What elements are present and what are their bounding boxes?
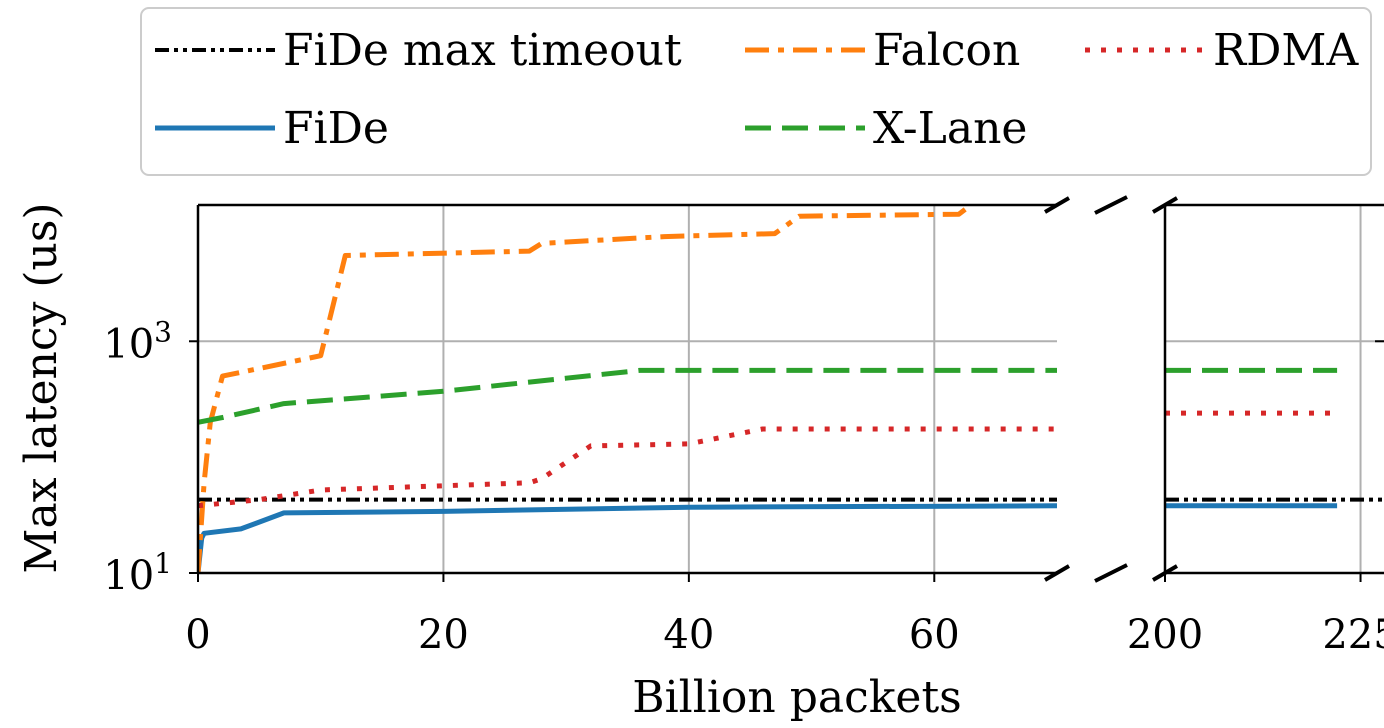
legend-fide-label: FiDe [283, 103, 389, 154]
x-tick-label: 20 [418, 612, 469, 658]
series-falcon-line [198, 205, 973, 573]
axis-break-mark [1043, 196, 1071, 214]
axis-break-mark [1043, 564, 1071, 582]
axis-break-mark [1094, 195, 1128, 215]
x-tick-label: 0 [185, 612, 210, 658]
x-tick-label: 200 [1127, 612, 1203, 658]
legend-fide-max-timeout-label: FiDe max timeout [283, 25, 682, 76]
series-x-lane-line [198, 367, 1057, 425]
y-tick-label: 103 [103, 315, 172, 367]
axis-break-mark [1094, 563, 1128, 583]
y-tick-label: 101 [103, 547, 172, 599]
series-fide-line [198, 503, 1057, 573]
series-layer [198, 205, 1384, 573]
grid [198, 205, 1384, 573]
legend: FiDe max timeout Falcon RDMA FiDe X-Lane [140, 7, 1372, 176]
ticks: 0 20 40 60 200 225 101 103 [103, 315, 1384, 658]
x-axis-label: Billion packets [632, 672, 961, 723]
legend-rdma-label: RDMA [1213, 25, 1359, 76]
axes [196, 195, 1384, 583]
legend-box [140, 7, 1372, 176]
x-tick-label: 40 [663, 612, 714, 658]
x-tick-label: 60 [909, 612, 960, 658]
x-tick-label: 225 [1322, 612, 1384, 658]
axis-break-mark [1151, 196, 1179, 214]
legend-falcon-label: Falcon [873, 25, 1020, 76]
y-axis-label: Max latency (us) [16, 202, 67, 573]
legend-x-lane-label: X-Lane [873, 103, 1027, 154]
series-rdma-line [198, 426, 1057, 509]
